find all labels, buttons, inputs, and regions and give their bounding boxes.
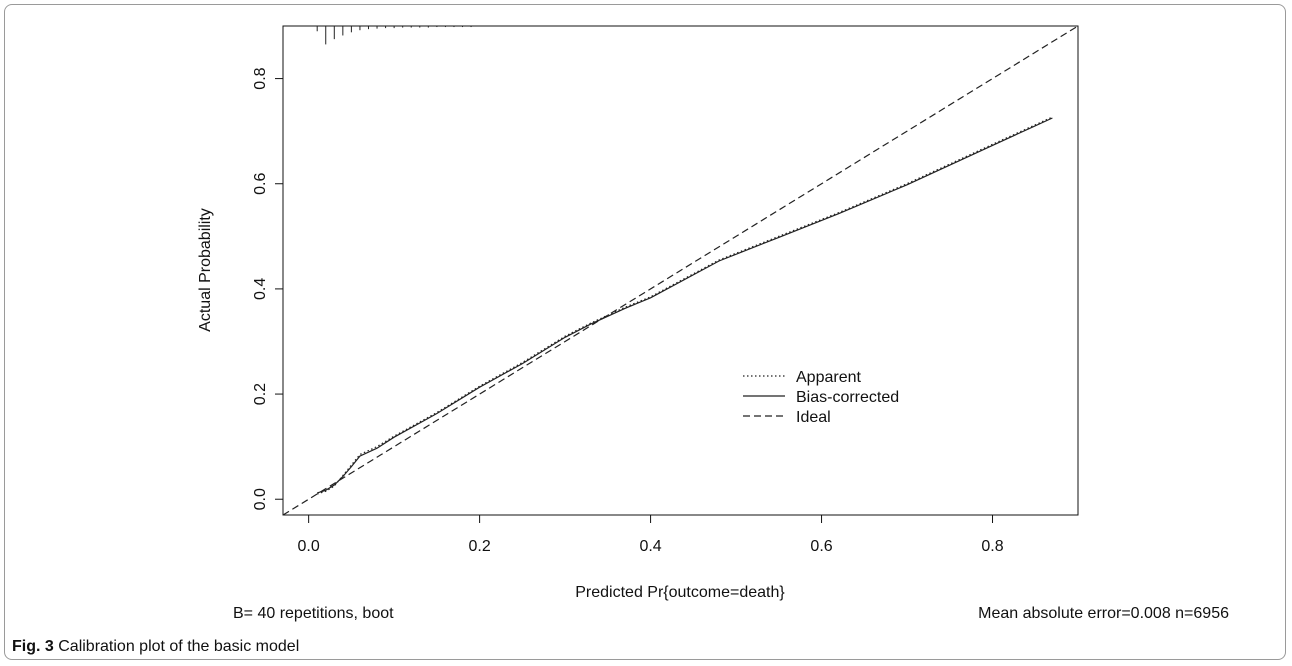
caption-label: Fig. 3 <box>12 638 54 655</box>
figure-caption: Fig. 3 Calibration plot of the basic mod… <box>12 638 299 656</box>
y-tick-label: 0.4 <box>252 278 269 300</box>
figure-frame <box>4 4 1286 660</box>
rug-marks <box>316 26 472 45</box>
caption-text: Calibration plot of the basic model <box>58 638 300 655</box>
series-line-bias-corrected <box>317 117 1053 494</box>
axis-ticks: 0.0 0.2 0.4 0.6 0.8 0.0 0.2 0.4 0.6 0.8 <box>252 67 1004 555</box>
legend-label-apparent: Apparent <box>796 369 861 386</box>
legend-label-ideal: Ideal <box>796 409 831 426</box>
y-tick-label: 0.0 <box>252 488 269 510</box>
y-tick-label: 0.2 <box>252 383 269 405</box>
plot-box <box>282 25 1079 516</box>
legend: Apparent Bias-corrected Ideal <box>743 369 899 426</box>
series-line-ideal <box>282 25 1079 516</box>
legend-label-bias-corrected: Bias-corrected <box>796 389 899 406</box>
x-tick-label: 0.4 <box>639 538 661 555</box>
error-note: Mean absolute error=0.008 n=6956 <box>978 605 1229 622</box>
x-tick-label: 0.0 <box>298 538 320 555</box>
x-tick-label: 0.6 <box>810 538 832 555</box>
y-tick-label: 0.6 <box>252 173 269 195</box>
series-line-apparent <box>317 116 1053 495</box>
series-lines <box>282 25 1079 516</box>
y-axis-label: Actual Probability <box>197 208 214 332</box>
y-tick-label: 0.8 <box>252 67 269 89</box>
x-tick-label: 0.2 <box>468 538 490 555</box>
bootstrap-note: B= 40 repetitions, boot <box>233 605 394 622</box>
x-axis-label: Predicted Pr{outcome=death} <box>575 584 785 601</box>
x-tick-label: 0.8 <box>981 538 1003 555</box>
